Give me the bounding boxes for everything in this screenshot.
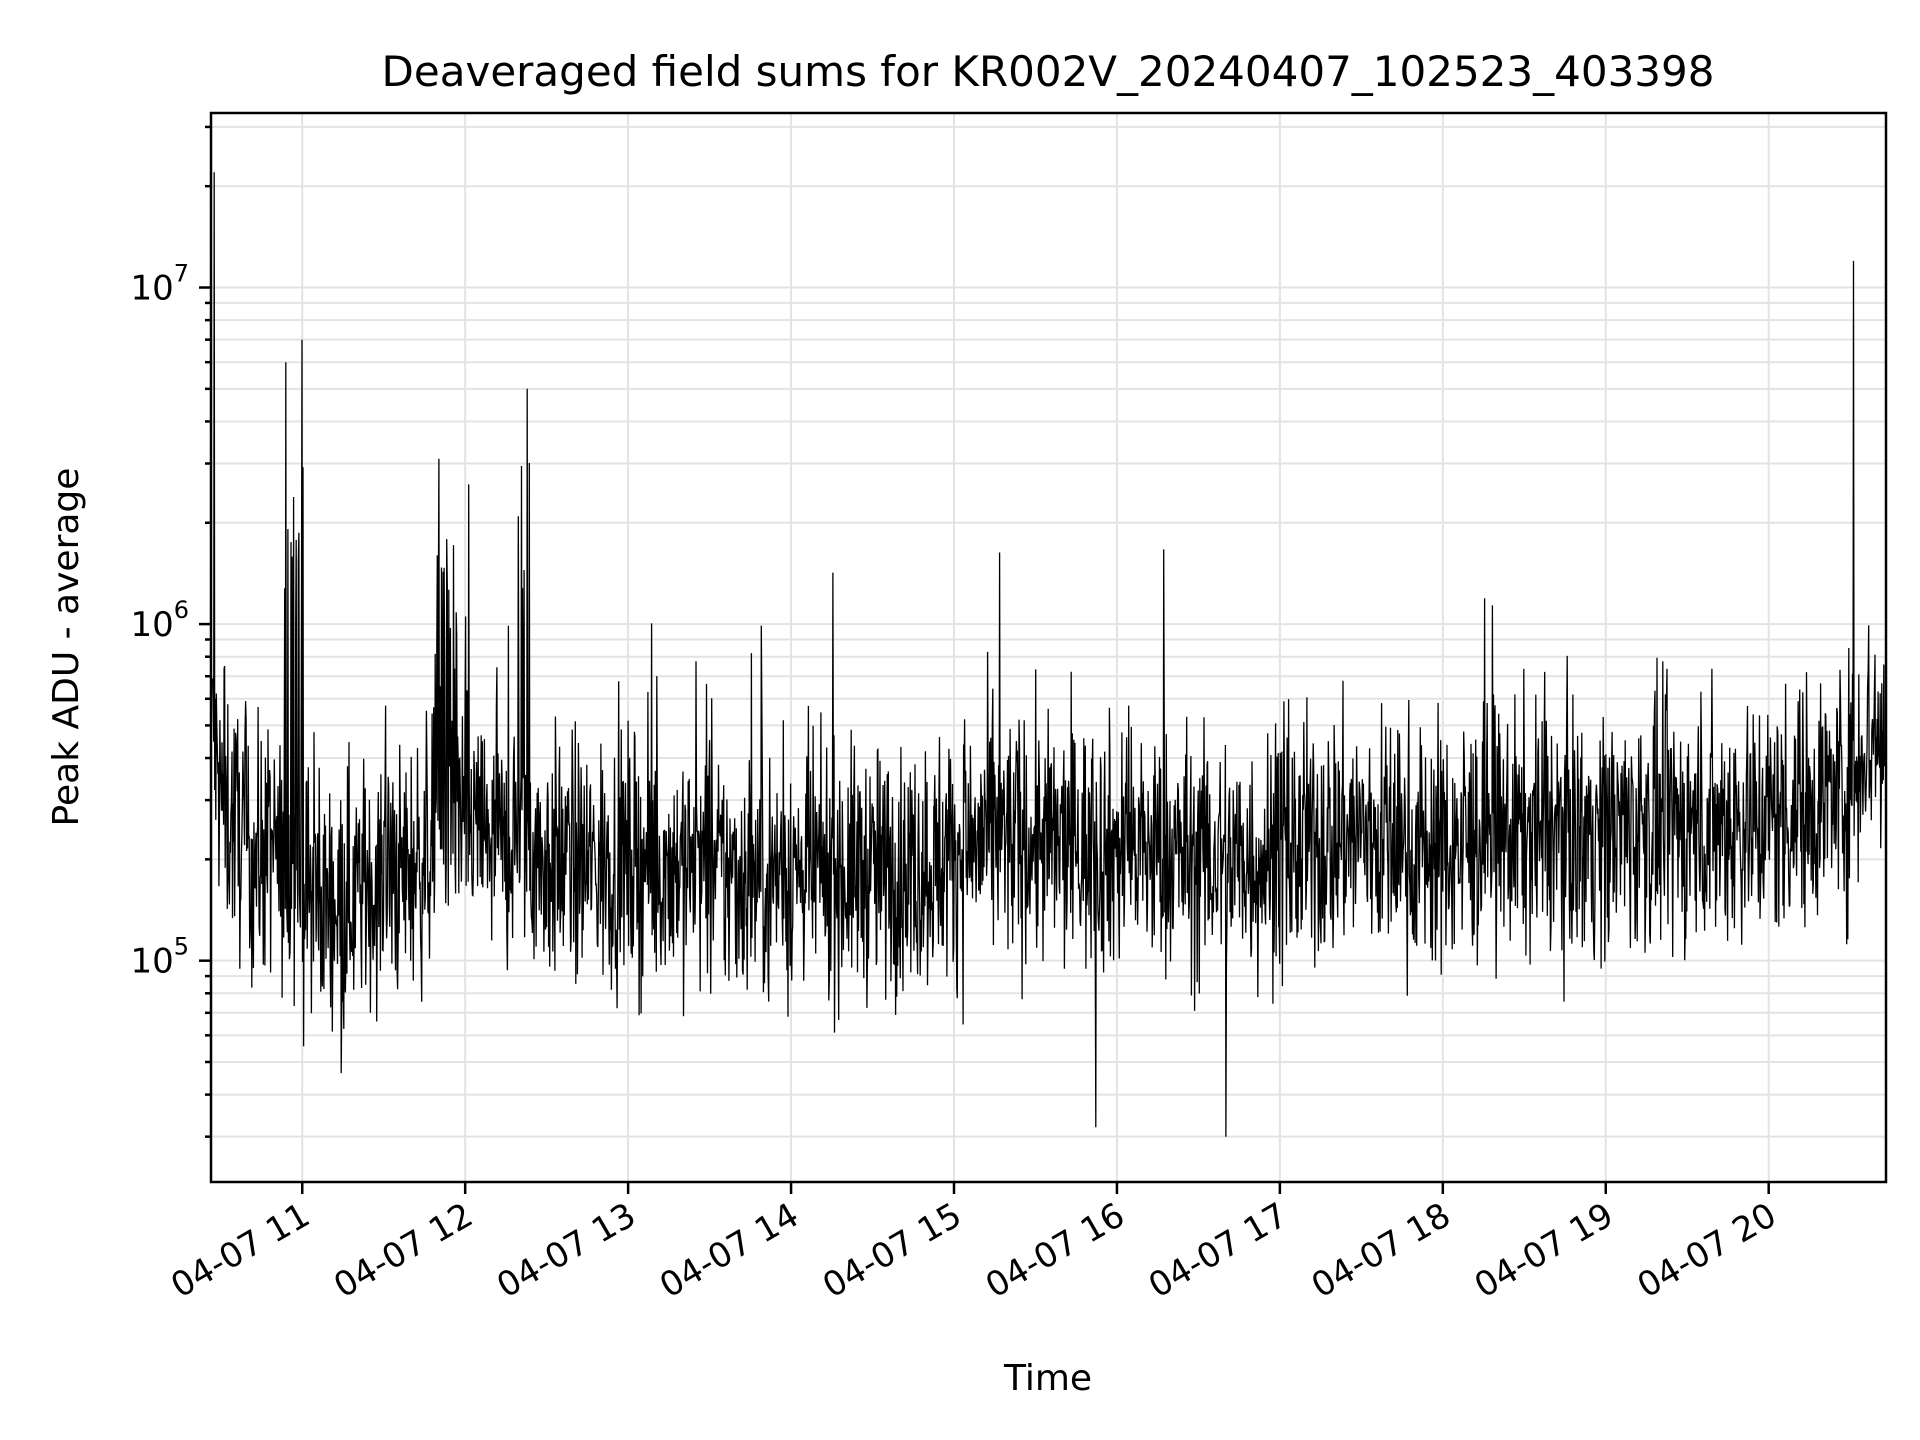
plot-frame [209,111,1888,1184]
y-tick-label: 107 [130,260,189,309]
y-axis: 105 106 107 [130,125,211,1138]
x-axis-label: Time [1003,1358,1092,1399]
series-line [211,172,1886,1137]
y-tick-label: 106 [130,596,189,645]
chart-title: Deaveraged field sums for KR002V_2024040… [382,47,1715,96]
y-axis-label: Peak ADU - average [46,468,87,827]
series-layer [211,172,1886,1137]
y-tick-label: 105 [130,933,189,982]
